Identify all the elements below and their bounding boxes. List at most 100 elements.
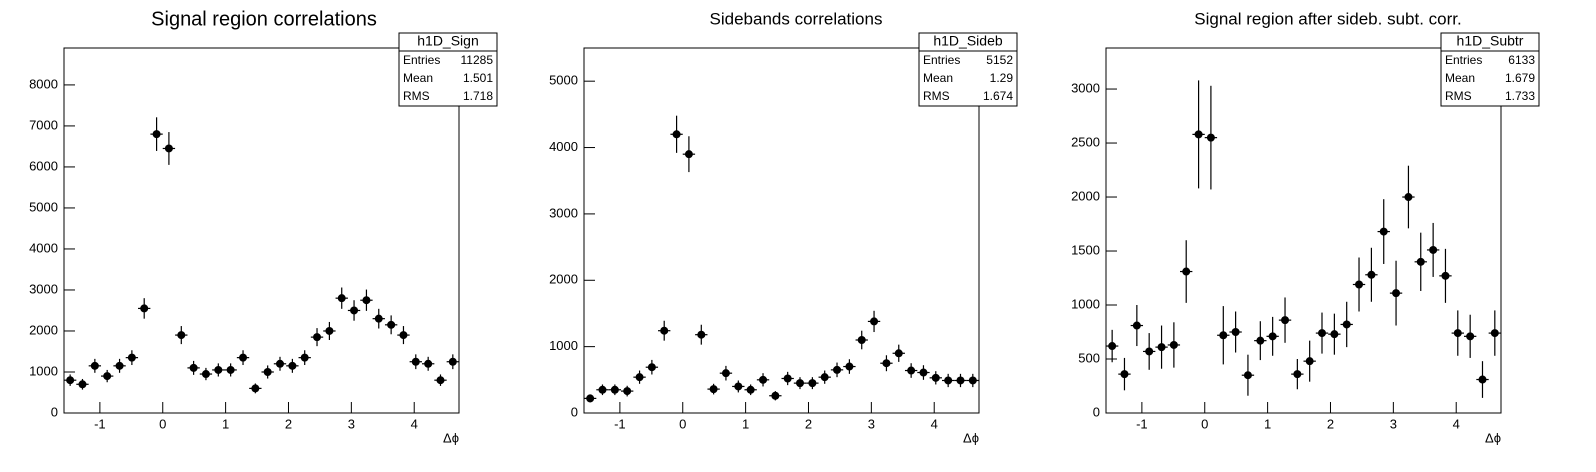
stats-label: Mean [403,71,433,85]
y-tick-label: 0 [1093,404,1100,419]
data-point [115,361,124,370]
stats-label: Entries [1445,53,1482,67]
data-point [374,314,383,323]
data-point [300,353,309,362]
data-point [1305,357,1314,366]
stats-label: Mean [923,71,953,85]
data-point [709,385,718,394]
x-tick-label: 4 [1453,416,1460,431]
data-point [189,363,198,372]
data-point [919,368,928,377]
data-point [1466,332,1475,341]
data-point [623,387,632,396]
data-point [226,365,235,374]
data-point [1108,342,1117,351]
y-tick-label: 2000 [29,322,58,337]
x-tick-label: -1 [1136,416,1148,431]
data-point [1429,245,1438,254]
data-point [1120,370,1129,379]
data-point [436,376,445,385]
data-point [660,326,669,335]
data-point [944,376,953,385]
data-point [288,361,297,370]
data-point [313,333,322,342]
stats-value: 1.733 [1505,89,1535,103]
x-tick-label: 1 [1264,416,1271,431]
y-tick-label: 0 [571,404,578,419]
data-point [103,372,112,381]
data-point [337,294,346,303]
stats-value: 1.674 [983,89,1013,103]
stats-value: 6133 [1508,53,1535,67]
data-point [697,330,706,339]
stats-title: h1D_Sign [417,33,479,49]
data-point [894,349,903,358]
stats-title: h1D_Subtr [1457,33,1524,49]
plot-frame [1105,47,1502,414]
y-tick-label: 4000 [29,240,58,255]
stats-box [1440,32,1540,107]
data-point [1441,271,1450,280]
stats-label: RMS [923,89,950,103]
data-point [90,361,99,370]
data-point [684,150,693,159]
stats-value: 1.501 [463,71,493,85]
data-point [214,365,223,374]
stats-label: Mean [1445,71,1475,85]
data-point [783,374,792,383]
data-point [820,373,829,382]
data-point [1132,321,1141,330]
data-point [1219,331,1228,340]
x-tick-label: 4 [411,416,418,431]
x-axis-label: Δϕ [443,430,459,445]
data-point [734,382,743,391]
data-point [857,336,866,344]
data-point [1416,257,1425,266]
y-tick-label: 0 [51,404,58,419]
data-point [152,130,161,139]
stats-value: 1.718 [463,89,493,103]
stats-label: RMS [403,89,430,103]
data-point [771,391,780,400]
data-point [164,144,173,153]
data-point [140,304,149,313]
stats-box [918,32,1018,107]
chart-title: Signal region after sideb. subt. corr. [1194,9,1461,28]
stats-title: h1D_Sideb [933,33,1002,49]
data-point [931,373,940,382]
x-tick-label: 2 [285,416,292,431]
x-tick-label: 3 [868,416,875,431]
data-point [1182,267,1191,276]
data-point [424,359,433,368]
data-point [870,317,879,326]
data-point [586,394,595,403]
data-point [1342,320,1351,329]
data-point [610,385,619,394]
data-point [1268,332,1277,341]
stats-value: 11285 [461,53,494,67]
stats-value: 1.29 [990,71,1014,85]
data-point [325,326,334,335]
data-point [956,376,965,385]
data-point [1194,130,1203,139]
x-tick-label: 3 [1390,416,1397,431]
data-point [1317,329,1326,338]
x-tick-label: 2 [1327,416,1334,431]
y-tick-label: 2500 [1071,134,1100,149]
y-tick-label: 2000 [1071,188,1100,203]
y-tick-label: 500 [1078,350,1100,365]
data-point [1355,280,1364,289]
data-point [1379,227,1388,236]
data-point [1169,340,1178,349]
y-tick-label: 7000 [29,117,58,132]
data-point [362,296,371,305]
data-point [1404,193,1413,202]
data-point [177,331,186,340]
y-tick-label: 3000 [29,281,58,296]
y-tick-label: 5000 [549,73,578,88]
data-point [1293,370,1302,379]
data-point [1145,347,1154,356]
stats-label: Entries [923,53,960,67]
y-tick-label: 1500 [1071,242,1100,257]
data-point [882,359,891,368]
